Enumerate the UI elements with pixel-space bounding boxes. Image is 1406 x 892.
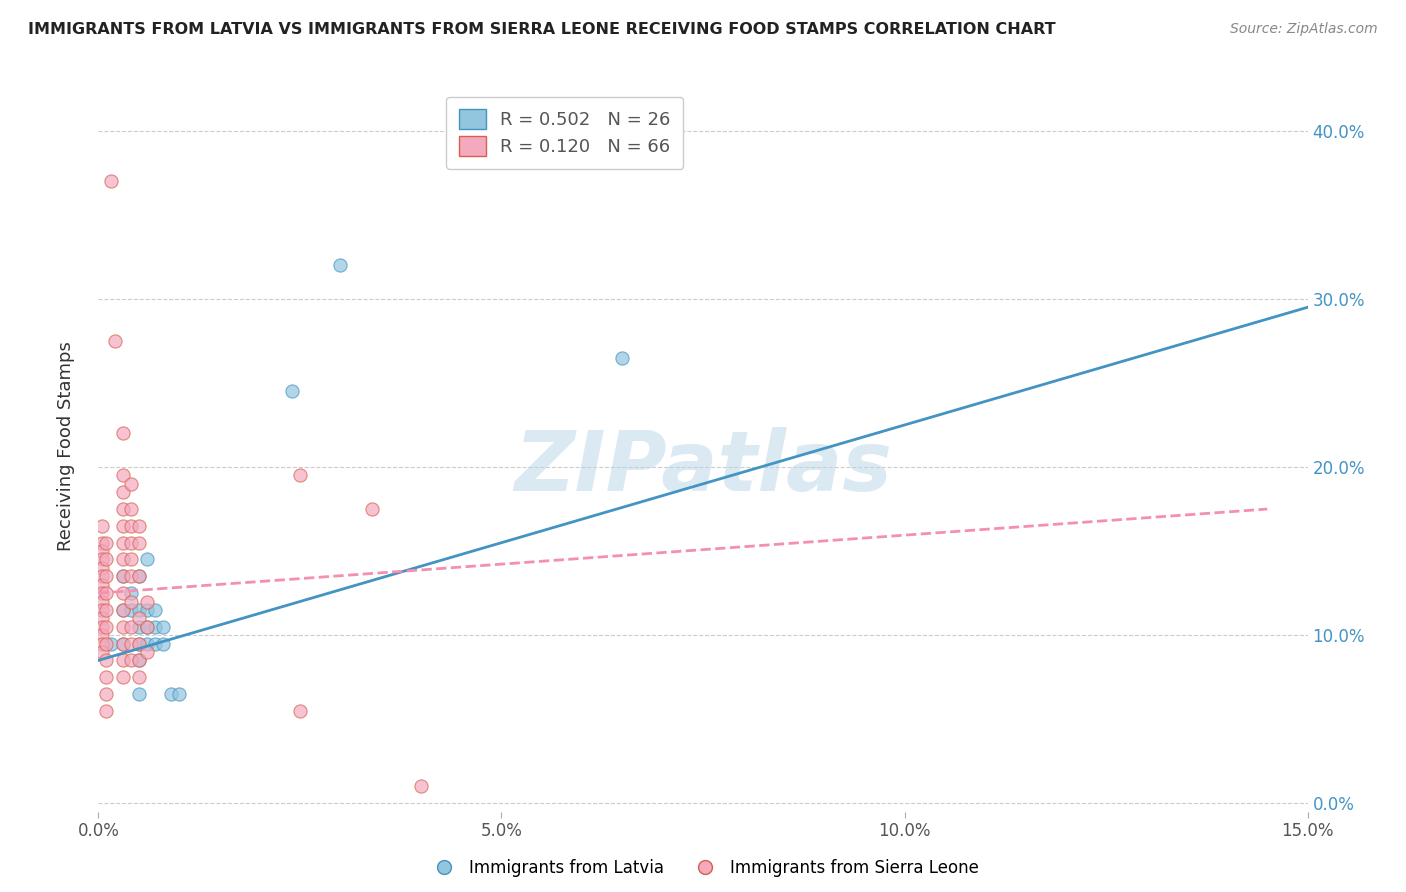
Point [143, 603, 166, 617]
Point [96, 670, 118, 684]
Point [120, 476, 142, 491]
Point [96, 535, 118, 549]
Point [135, 620, 157, 634]
Legend: R = 0.502   N = 26, R = 0.120   N = 66: R = 0.502 N = 26, R = 0.120 N = 66 [446, 96, 683, 169]
Point [91, 620, 114, 634]
Point [120, 519, 142, 533]
Point [91, 569, 114, 583]
Point [128, 569, 150, 583]
Point [612, 351, 634, 365]
Point [120, 620, 142, 634]
Point [91, 544, 114, 558]
Point [135, 594, 157, 608]
Point [128, 687, 150, 701]
Point [111, 569, 134, 583]
Point [120, 552, 142, 566]
Point [91, 552, 114, 566]
Point [128, 636, 150, 650]
Point [120, 535, 142, 549]
Point [91, 535, 114, 549]
Point [120, 586, 142, 600]
Point [128, 620, 150, 634]
Point [167, 687, 190, 701]
Point [111, 535, 134, 549]
Point [111, 426, 134, 441]
Point [135, 636, 157, 650]
Point [152, 620, 174, 634]
Point [111, 519, 134, 533]
Point [111, 670, 134, 684]
Point [288, 704, 311, 718]
Point [111, 603, 134, 617]
Point [91, 636, 114, 650]
Point [288, 468, 311, 483]
Point [128, 535, 150, 549]
Point [100, 174, 122, 188]
Point [111, 636, 134, 650]
Point [111, 653, 134, 667]
Point [329, 258, 352, 272]
Point [96, 569, 118, 583]
Point [91, 519, 114, 533]
Point [111, 569, 134, 583]
Point [143, 636, 166, 650]
Point [91, 645, 114, 659]
Point [96, 586, 118, 600]
Point [111, 502, 134, 516]
Point [128, 653, 150, 667]
Point [91, 561, 114, 575]
Point [135, 552, 157, 566]
Point [96, 704, 118, 718]
Point [100, 636, 122, 650]
Point [281, 384, 304, 399]
Point [361, 502, 384, 516]
Point [91, 586, 114, 600]
Point [135, 603, 157, 617]
Point [128, 569, 150, 583]
Point [96, 620, 118, 634]
Point [128, 636, 150, 650]
Point [111, 552, 134, 566]
Point [128, 653, 150, 667]
Point [120, 502, 142, 516]
Text: IMMIGRANTS FROM LATVIA VS IMMIGRANTS FROM SIERRA LEONE RECEIVING FOOD STAMPS COR: IMMIGRANTS FROM LATVIA VS IMMIGRANTS FRO… [28, 22, 1056, 37]
Point [160, 687, 183, 701]
Point [135, 645, 157, 659]
Point [120, 569, 142, 583]
Point [120, 636, 142, 650]
Text: ZIPatlas: ZIPatlas [515, 427, 891, 508]
Point [111, 468, 134, 483]
Point [96, 653, 118, 667]
Point [409, 780, 432, 794]
Point [91, 628, 114, 642]
Point [96, 636, 118, 650]
Point [128, 519, 150, 533]
Point [120, 603, 142, 617]
Point [111, 603, 134, 617]
Point [96, 687, 118, 701]
Point [111, 485, 134, 500]
Point [96, 603, 118, 617]
Point [91, 594, 114, 608]
Point [128, 670, 150, 684]
Y-axis label: Receiving Food Stamps: Receiving Food Stamps [56, 341, 75, 551]
Point [91, 578, 114, 592]
Point [91, 611, 114, 625]
Point [128, 603, 150, 617]
Point [143, 620, 166, 634]
Point [111, 620, 134, 634]
Legend: Immigrants from Latvia, Immigrants from Sierra Leone: Immigrants from Latvia, Immigrants from … [420, 853, 986, 884]
Point [120, 594, 142, 608]
Point [91, 603, 114, 617]
Point [120, 653, 142, 667]
Point [152, 636, 174, 650]
Point [96, 552, 118, 566]
Point [103, 334, 125, 348]
Point [135, 620, 157, 634]
Point [111, 636, 134, 650]
Text: Source: ZipAtlas.com: Source: ZipAtlas.com [1230, 22, 1378, 37]
Point [128, 611, 150, 625]
Point [111, 586, 134, 600]
